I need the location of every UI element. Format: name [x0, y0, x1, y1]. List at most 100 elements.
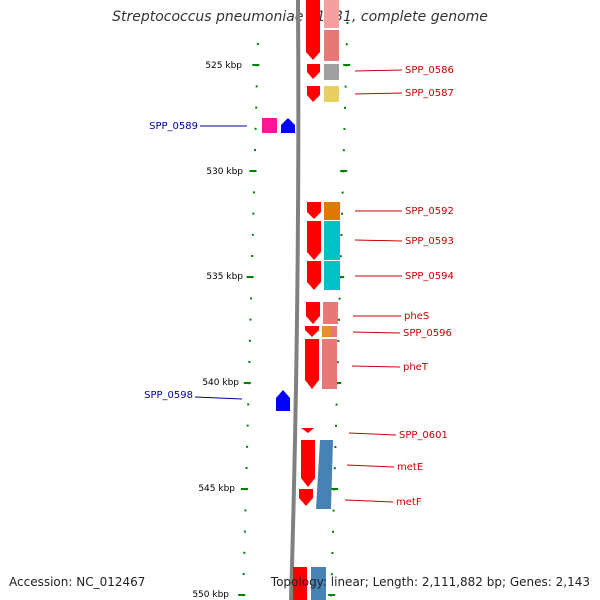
cds-arrow[interactable] [306, 302, 320, 324]
cds-arrow[interactable] [276, 390, 290, 411]
cds-arrow[interactable] [305, 339, 319, 389]
major-tick [340, 170, 348, 172]
ruler-dot [335, 424, 337, 427]
gene-label[interactable]: SPP_0587 [405, 88, 454, 99]
major-tick [241, 488, 248, 490]
ruler-dot [246, 445, 249, 448]
leader-line [346, 464, 395, 468]
ruler-dot [255, 85, 258, 88]
gene-label[interactable]: SPP_0598 [144, 390, 193, 401]
ruler-dot [331, 552, 334, 554]
leader-line [194, 396, 243, 400]
accession-info: Accession: NC_012467 [9, 575, 145, 589]
ruler-dot [248, 361, 251, 363]
ruler-dot [346, 22, 349, 24]
gene-block[interactable] [324, 261, 340, 290]
ruler-dot [252, 191, 255, 194]
gene-block[interactable] [324, 202, 340, 220]
major-tick [331, 488, 339, 490]
cds-arrow[interactable] [306, 0, 320, 60]
scale-label: 550 kbp [192, 590, 229, 600]
gene-label[interactable]: SPP_0593 [405, 236, 454, 247]
ruler-dot [337, 340, 340, 342]
scale-ticks [238, 64, 351, 596]
gene-block[interactable] [322, 339, 337, 389]
ruler-dot [250, 297, 253, 300]
genome-backbone [289, 0, 301, 600]
scale-label: 535 kbp [206, 272, 243, 282]
gene-label[interactable]: SPP_0589 [149, 121, 198, 132]
cds-arrow[interactable] [307, 64, 320, 79]
cds-arrow[interactable] [301, 428, 314, 433]
gene-label[interactable]: pheS [404, 311, 429, 322]
ruler-dot [252, 212, 255, 215]
gene-block[interactable] [311, 567, 326, 600]
cds-arrow[interactable] [299, 489, 313, 506]
gene-block[interactable] [316, 440, 333, 509]
cds-arrow[interactable] [301, 440, 315, 487]
topology-label: Topology: [270, 575, 327, 589]
forward-cds-track [293, 0, 321, 600]
ruler-dot [334, 446, 337, 448]
gene-block[interactable] [324, 30, 339, 61]
leader-line [348, 432, 397, 436]
major-tick [246, 276, 254, 278]
cds-arrow[interactable] [293, 567, 307, 600]
ruler-dot [245, 467, 248, 469]
ruler-dot [254, 127, 257, 130]
major-tick [343, 64, 351, 66]
ruler-dot [254, 149, 256, 151]
ruler-dot [344, 106, 346, 109]
ruler-dot [251, 233, 254, 236]
leader-line [354, 239, 403, 242]
ruler-dot [342, 149, 345, 152]
ruler-dot [335, 403, 338, 406]
gene-block[interactable] [331, 326, 337, 337]
ruler-dot [338, 318, 340, 321]
ruler-dot [338, 297, 341, 300]
scale-labels: 525 kbp 530 kbp 535 kbp 540 kbp 545 kbp … [192, 61, 243, 600]
gene-block[interactable] [324, 221, 340, 260]
ruler-dot [339, 255, 342, 258]
ruler-dot [332, 509, 335, 512]
ruler-dot [256, 43, 259, 45]
ruler-dot [333, 467, 336, 470]
reverse-gene-labels: SPP_0589 SPP_0598 [144, 121, 247, 401]
genes-value: 2,143 [555, 575, 590, 589]
cds-arrow[interactable] [307, 86, 320, 102]
gene-label[interactable]: pheT [403, 362, 429, 373]
gene-label[interactable]: SPP_0594 [405, 271, 454, 282]
scale-label: 545 kbp [198, 484, 235, 494]
leader-line [354, 92, 403, 95]
major-tick [249, 170, 257, 172]
leader-line [354, 69, 403, 72]
length-label: Length: [372, 575, 419, 589]
length-value: 2,111,882 bp [421, 575, 502, 589]
major-tick [328, 594, 336, 596]
ruler-dot [341, 191, 344, 194]
cds-arrow[interactable] [281, 118, 295, 133]
topology-value: linear [330, 575, 365, 589]
ruler-dot [340, 234, 343, 236]
ruler-dot [249, 318, 252, 321]
gene-label[interactable]: metE [397, 462, 423, 473]
gene-label[interactable]: SPP_0592 [405, 206, 454, 217]
gene-block[interactable] [324, 0, 339, 28]
ruler-dot [246, 424, 249, 427]
gene-block[interactable] [323, 302, 338, 324]
gene-block[interactable] [324, 64, 339, 80]
cds-arrow[interactable] [307, 261, 321, 290]
gene-label[interactable]: SPP_0596 [403, 328, 452, 339]
gene-label[interactable]: metF [396, 497, 422, 508]
cds-arrow[interactable] [305, 326, 319, 337]
cds-arrow[interactable] [307, 221, 321, 260]
gene-block[interactable] [262, 118, 277, 133]
gene-block[interactable] [324, 86, 339, 102]
gene-block[interactable] [322, 326, 331, 337]
cds-arrow[interactable] [307, 202, 321, 219]
gene-label[interactable]: SPP_0586 [405, 65, 454, 76]
ruler-dot [243, 530, 246, 533]
gene-label[interactable]: SPP_0601 [399, 430, 448, 441]
ruler-dot [332, 530, 334, 533]
